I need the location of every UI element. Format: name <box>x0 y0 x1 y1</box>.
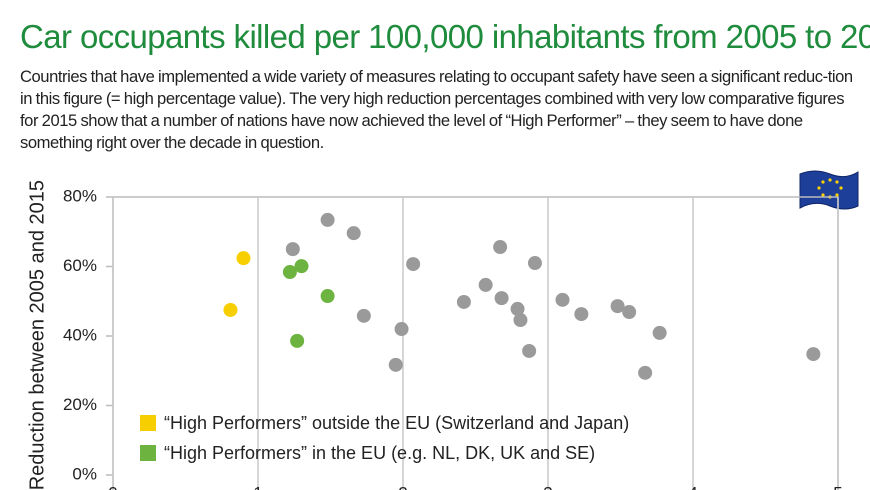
legend-label: “High Performers” outside the EU (Switze… <box>164 413 629 433</box>
y-tick-label: 20% <box>63 395 97 414</box>
x-tick-label: 4 <box>688 483 697 490</box>
data-point <box>320 289 335 304</box>
data-point <box>555 292 570 307</box>
data-point <box>290 333 305 348</box>
y-tick-label: 40% <box>63 325 97 344</box>
legend-swatch <box>140 415 156 431</box>
data-point <box>236 251 251 266</box>
data-point <box>356 308 371 323</box>
data-point <box>282 265 297 280</box>
data-point <box>622 305 637 320</box>
y-tick-label: 60% <box>63 256 97 275</box>
y-tick-label: 0% <box>72 464 97 483</box>
data-point <box>494 291 509 306</box>
data-point <box>456 294 471 309</box>
data-point <box>806 347 821 362</box>
data-point <box>638 365 653 380</box>
data-point <box>574 307 589 322</box>
legend-swatch <box>140 445 156 461</box>
data-point <box>610 299 625 314</box>
eu-flag <box>799 170 859 210</box>
y-tick-label: 80% <box>63 186 97 205</box>
data-point <box>406 257 421 272</box>
x-tick-label: 0 <box>108 483 117 490</box>
data-point <box>285 242 300 257</box>
x-tick-label: 2 <box>398 483 407 490</box>
data-point <box>510 301 525 316</box>
data-point <box>223 302 238 317</box>
legend-label: “High Performers” in the EU (e.g. NL, DK… <box>164 443 595 463</box>
x-tick-label: 3 <box>543 483 552 490</box>
data-point <box>394 322 409 337</box>
x-tick-label: 1 <box>253 483 262 490</box>
data-point <box>652 325 667 340</box>
data-point <box>320 212 335 227</box>
y-axis-label: Reduction between 2005 and 2015 <box>26 180 48 490</box>
data-point <box>513 313 528 328</box>
x-tick-label: 5 <box>833 483 842 490</box>
data-point <box>493 240 508 255</box>
data-point <box>527 256 542 271</box>
chart-title: Car occupants killed per 100,000 inhabit… <box>20 18 870 55</box>
data-point <box>522 343 537 358</box>
data-point <box>478 277 493 292</box>
data-point <box>294 259 309 274</box>
data-point <box>388 357 403 372</box>
chart-subtitle: Countries that have implemented a wide v… <box>20 67 853 152</box>
data-point <box>346 226 361 241</box>
